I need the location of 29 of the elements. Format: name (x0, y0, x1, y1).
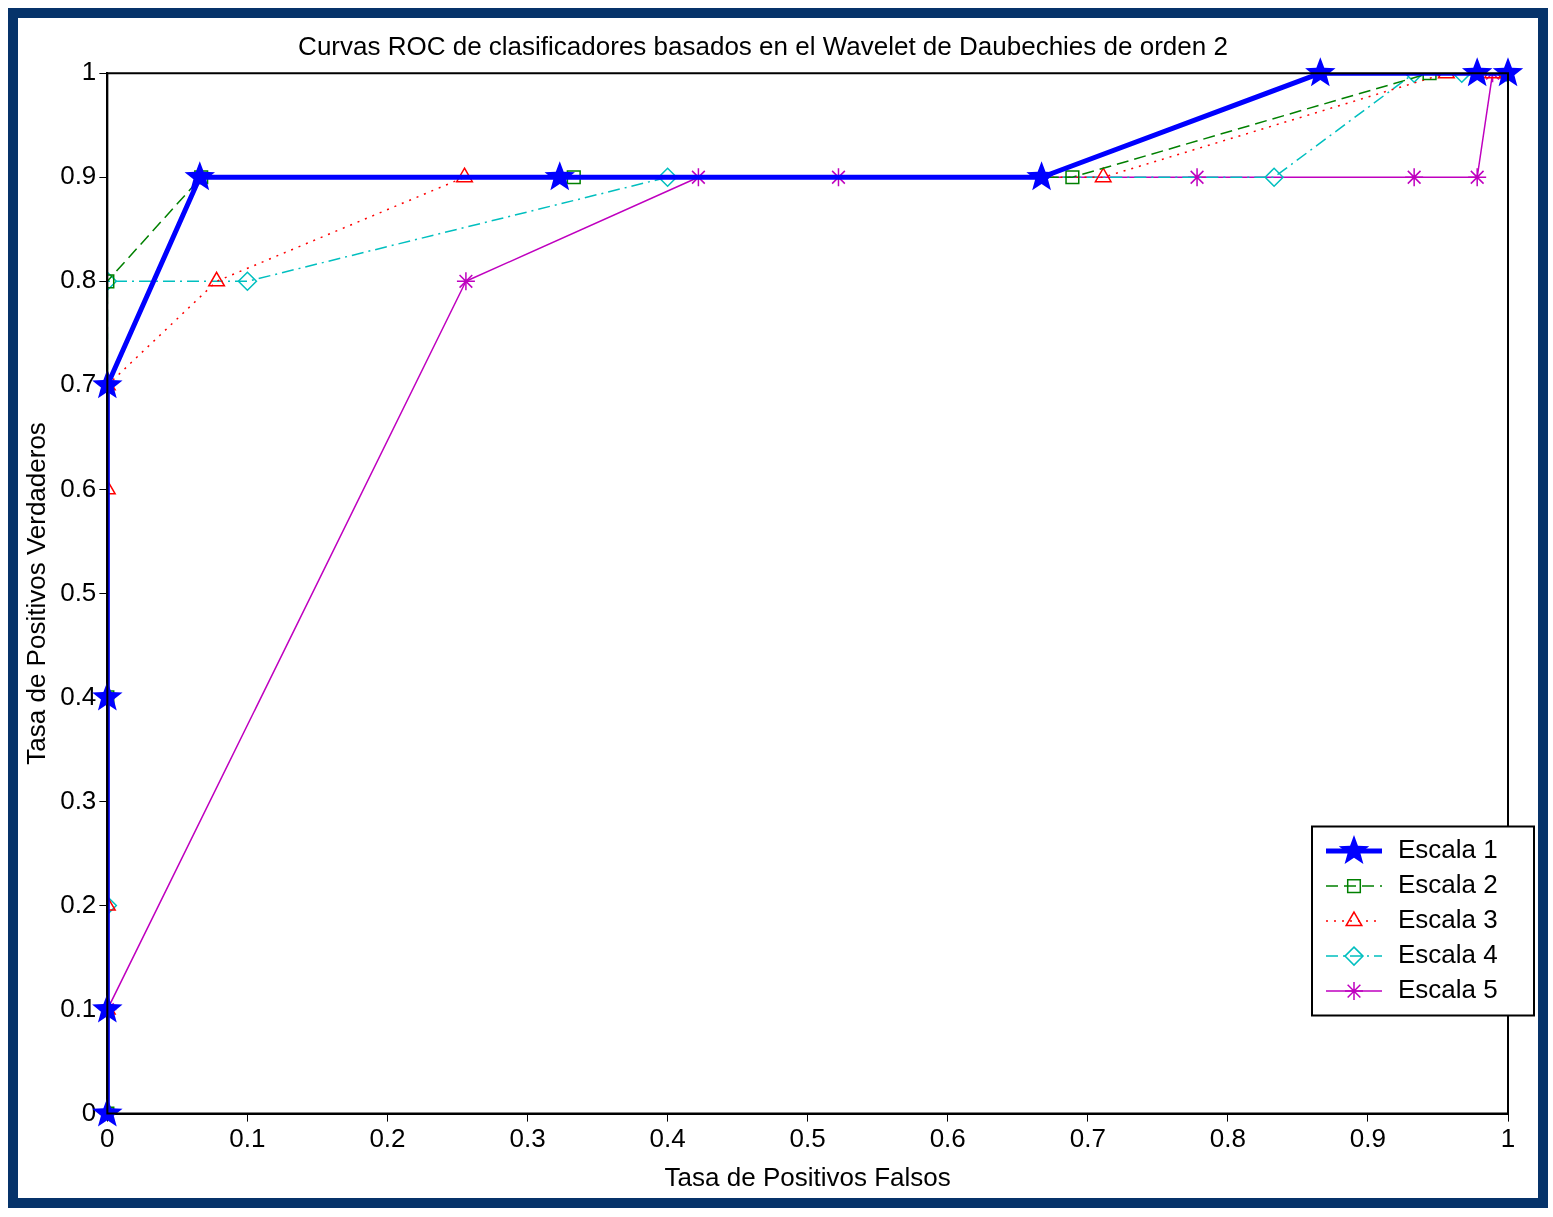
x-tick-label: 0.7 (1069, 1123, 1106, 1154)
x-tick-label: 0.4 (649, 1123, 686, 1154)
y-tick-label: 0.3 (60, 784, 97, 815)
y-axis-title: Tasa de Positivos Verdaderos (20, 422, 51, 765)
x-tick-label: 0.6 (929, 1123, 966, 1154)
y-tick-label: 0.1 (60, 992, 97, 1023)
x-tick-label: 1 (1500, 1123, 1516, 1154)
x-tick-label: 0.3 (509, 1123, 546, 1154)
x-axis-title: Tasa de Positivos Falsos (664, 1161, 951, 1192)
y-tick-label: 0 (81, 1096, 97, 1127)
y-tick-label: 0.7 (60, 368, 97, 399)
y-tick-label: 0.6 (60, 472, 97, 503)
x-tick-label: 0.8 (1209, 1123, 1246, 1154)
x-tick-label: 0.9 (1349, 1123, 1387, 1154)
legend-label: Escala 1 (1398, 834, 1498, 865)
legend-label: Escala 4 (1398, 939, 1498, 970)
legend-label: Escala 5 (1398, 974, 1498, 1005)
y-tick-label: 0.4 (60, 680, 97, 711)
legend-label: Escala 2 (1398, 869, 1498, 900)
x-tick-label: 0.5 (789, 1123, 826, 1154)
legend-label: Escala 3 (1398, 904, 1498, 935)
chart-title: Curvas ROC de clasificadores basados en el Wavelet de Daubechies de orden 2 (298, 30, 1228, 61)
y-tick-label: 0.9 (60, 160, 97, 191)
x-tick-label: 0.1 (229, 1123, 266, 1154)
y-tick-label: 0.8 (60, 264, 97, 295)
y-tick-label: 0.5 (60, 576, 97, 607)
x-tick-label: 0.2 (369, 1123, 406, 1154)
y-tick-label: 1 (81, 56, 97, 87)
y-tick-label: 0.2 (60, 888, 97, 919)
